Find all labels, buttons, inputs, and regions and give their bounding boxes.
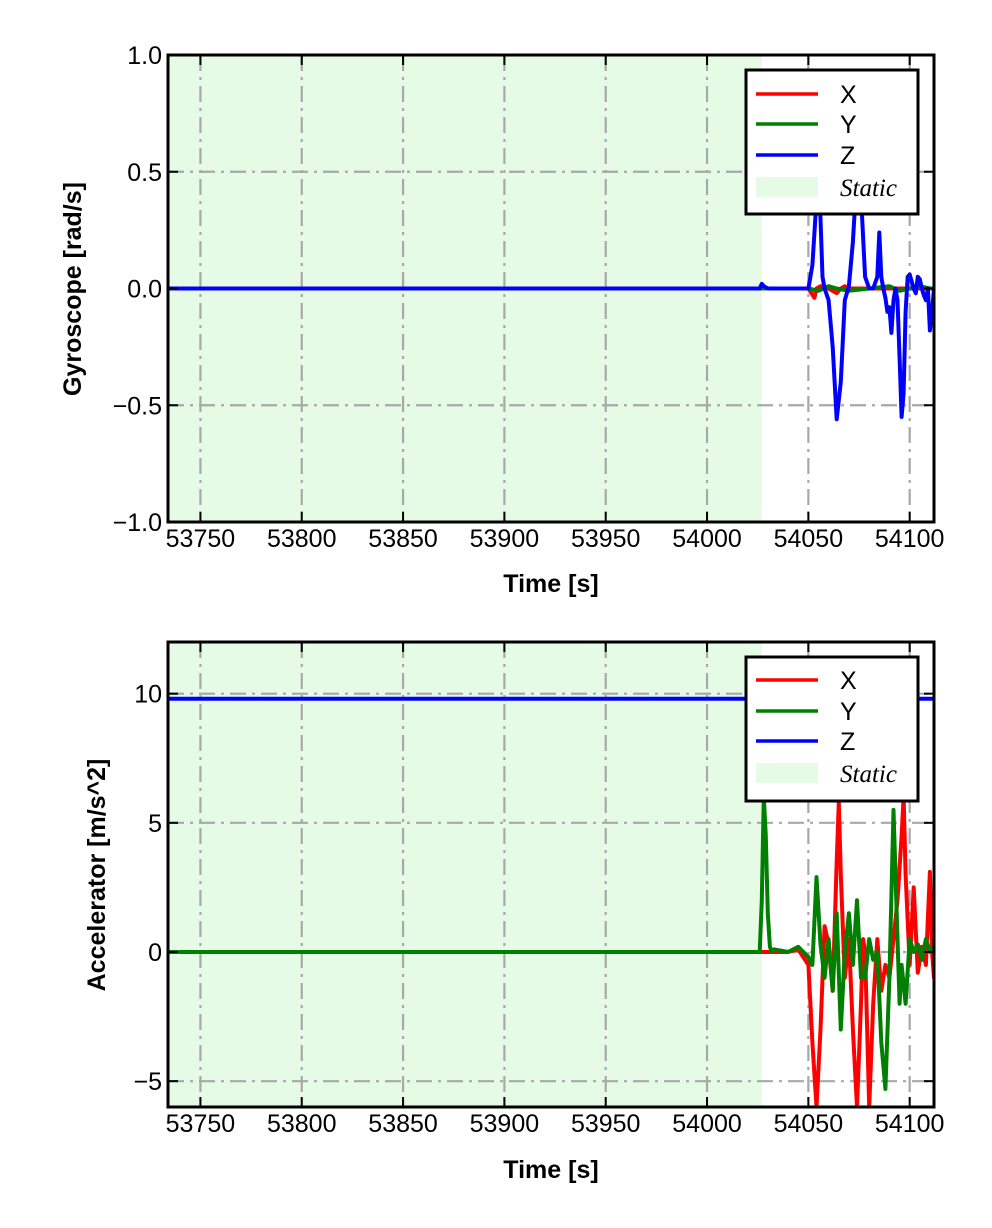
legend-label-x: X	[840, 81, 857, 109]
y-tick-label: 1.0	[127, 42, 162, 70]
x-tick-label: 53900	[470, 1110, 540, 1138]
x-axis-label: Time [s]	[503, 1156, 598, 1184]
x-tick-label: 53950	[571, 525, 641, 553]
y-tick-label: 5	[148, 810, 162, 838]
x-axis-label: Time [s]	[503, 570, 598, 598]
axis-ticks: 53750 53800 53850 53900 53950 54000 54050 54100…	[113, 42, 945, 553]
y-tick-label: −0.5	[113, 392, 162, 420]
accelerator-chart: 53750 53800 53850 53900 53950 54000 54050 54100…	[83, 640, 944, 1184]
legend-label-z: Z	[840, 142, 855, 170]
series-line-y	[168, 795, 934, 1091]
x-tick-label: 53750	[166, 525, 236, 553]
legend-label-static: Static	[840, 175, 897, 202]
y-axis-label: Accelerator [m/s^2]	[83, 759, 111, 992]
legend-swatch-static	[756, 177, 818, 197]
legend: X Y Z Static	[744, 68, 920, 216]
x-tick-label: 54000	[672, 1110, 742, 1138]
x-tick-label: 53800	[267, 1110, 337, 1138]
x-tick-label: 54050	[774, 1110, 844, 1138]
x-tick-label: 54000	[672, 525, 742, 553]
y-tick-label: −1.0	[113, 509, 162, 537]
legend-label-y: Y	[840, 111, 857, 139]
y-tick-label: 0.5	[127, 159, 162, 187]
y-tick-label: −5	[133, 1068, 162, 1096]
static-region	[168, 642, 762, 1107]
legend: X Y Z Static	[744, 655, 920, 803]
axis-ticks: 53750 53800 53850 53900 53950 54000 54050 54100…	[133, 642, 944, 1138]
x-tick-label: 53850	[368, 525, 438, 553]
x-tick-label: 54100	[875, 525, 945, 553]
legend-label-y: Y	[840, 698, 857, 726]
y-tick-label: 0.0	[127, 276, 162, 304]
plot-frame	[166, 640, 936, 1109]
x-tick-label: 54100	[875, 1110, 945, 1138]
x-tick-label: 53800	[267, 525, 337, 553]
legend-swatch-static	[756, 763, 818, 783]
gyroscope-chart: 53750 53800 53850 53900 53950 54000 54050 54100…	[59, 42, 944, 598]
y-axis-label: Gyroscope [rad/s]	[59, 182, 87, 396]
y-tick-label: 10	[134, 681, 162, 709]
legend-label-x: X	[840, 667, 857, 695]
x-tick-label: 54050	[774, 525, 844, 553]
x-tick-label: 53950	[571, 1110, 641, 1138]
x-tick-label: 53750	[166, 1110, 236, 1138]
x-tick-label: 53850	[368, 1110, 438, 1138]
x-tick-label: 53900	[470, 525, 540, 553]
y-tick-label: 0	[148, 939, 162, 967]
legend-label-static: Static	[840, 761, 897, 788]
legend-label-z: Z	[840, 728, 855, 756]
